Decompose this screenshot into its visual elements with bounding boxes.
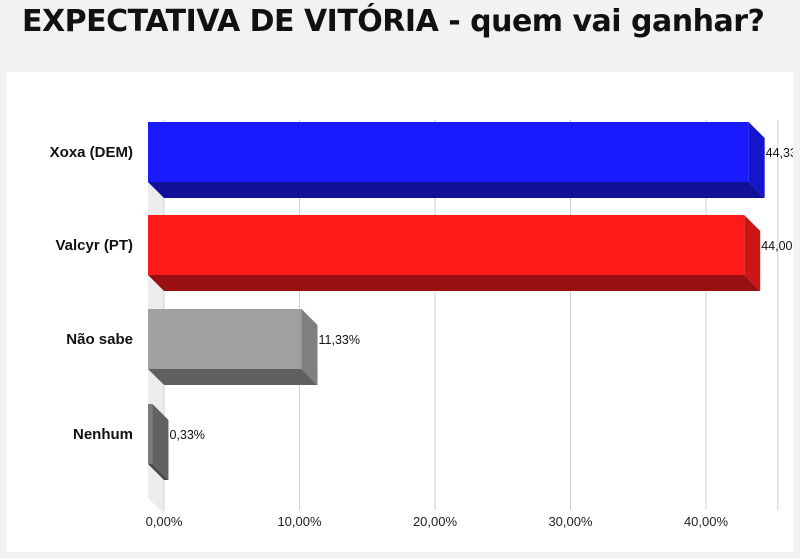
x-tick-label: 10,00% [277, 514, 322, 529]
bar [148, 309, 318, 385]
x-tick-label: 30,00% [548, 514, 593, 529]
bar-side-face [152, 404, 169, 480]
data-label: 44,00% [761, 239, 793, 253]
bar-bottom-face [148, 275, 761, 291]
data-label: 0,33% [169, 428, 204, 442]
category-label: Valcyr (PT) [55, 237, 133, 254]
x-tick-label: 40,00% [684, 514, 729, 529]
x-tick-label: 20,00% [413, 514, 458, 529]
bar-front-face [148, 122, 749, 182]
bar [148, 215, 761, 291]
x-tick-labels: 0,00% 10,00% 20,00% 30,00% 40,00% [146, 514, 729, 529]
bar-side-face [744, 215, 761, 291]
bar-front-face [148, 309, 302, 369]
bar-front-face [148, 404, 153, 464]
category-label: Não sabe [66, 331, 133, 348]
bar [148, 404, 169, 480]
bar-bottom-face [148, 369, 318, 385]
category-labels: Xoxa (DEM) Valcyr (PT) Não sabe Nenhum [50, 144, 133, 443]
data-labels: 44,33% 44,00% 11,33% 0,33% [169, 146, 793, 442]
chart-panel: Xoxa (DEM) Valcyr (PT) Não sabe Nenhum 44,3… [7, 72, 793, 552]
bar [148, 122, 765, 198]
category-label: Nenhum [73, 426, 133, 443]
bar-chart: Xoxa (DEM) Valcyr (PT) Não sabe Nenhum 44,3… [50, 120, 793, 529]
bar-side-face [301, 309, 318, 385]
category-label: Xoxa (DEM) [50, 144, 133, 161]
data-label: 11,33% [319, 333, 360, 347]
bar-bottom-face [148, 464, 169, 480]
bars [148, 122, 765, 480]
chart-title: EXPECTATIVA DE VITÓRIA - quem vai ganhar… [22, 4, 765, 39]
bar-front-face [148, 215, 745, 275]
bar-side-face [748, 122, 765, 198]
bar-bottom-face [148, 182, 765, 198]
data-label: 44,33% [766, 146, 793, 160]
x-tick-label: 0,00% [146, 514, 183, 529]
